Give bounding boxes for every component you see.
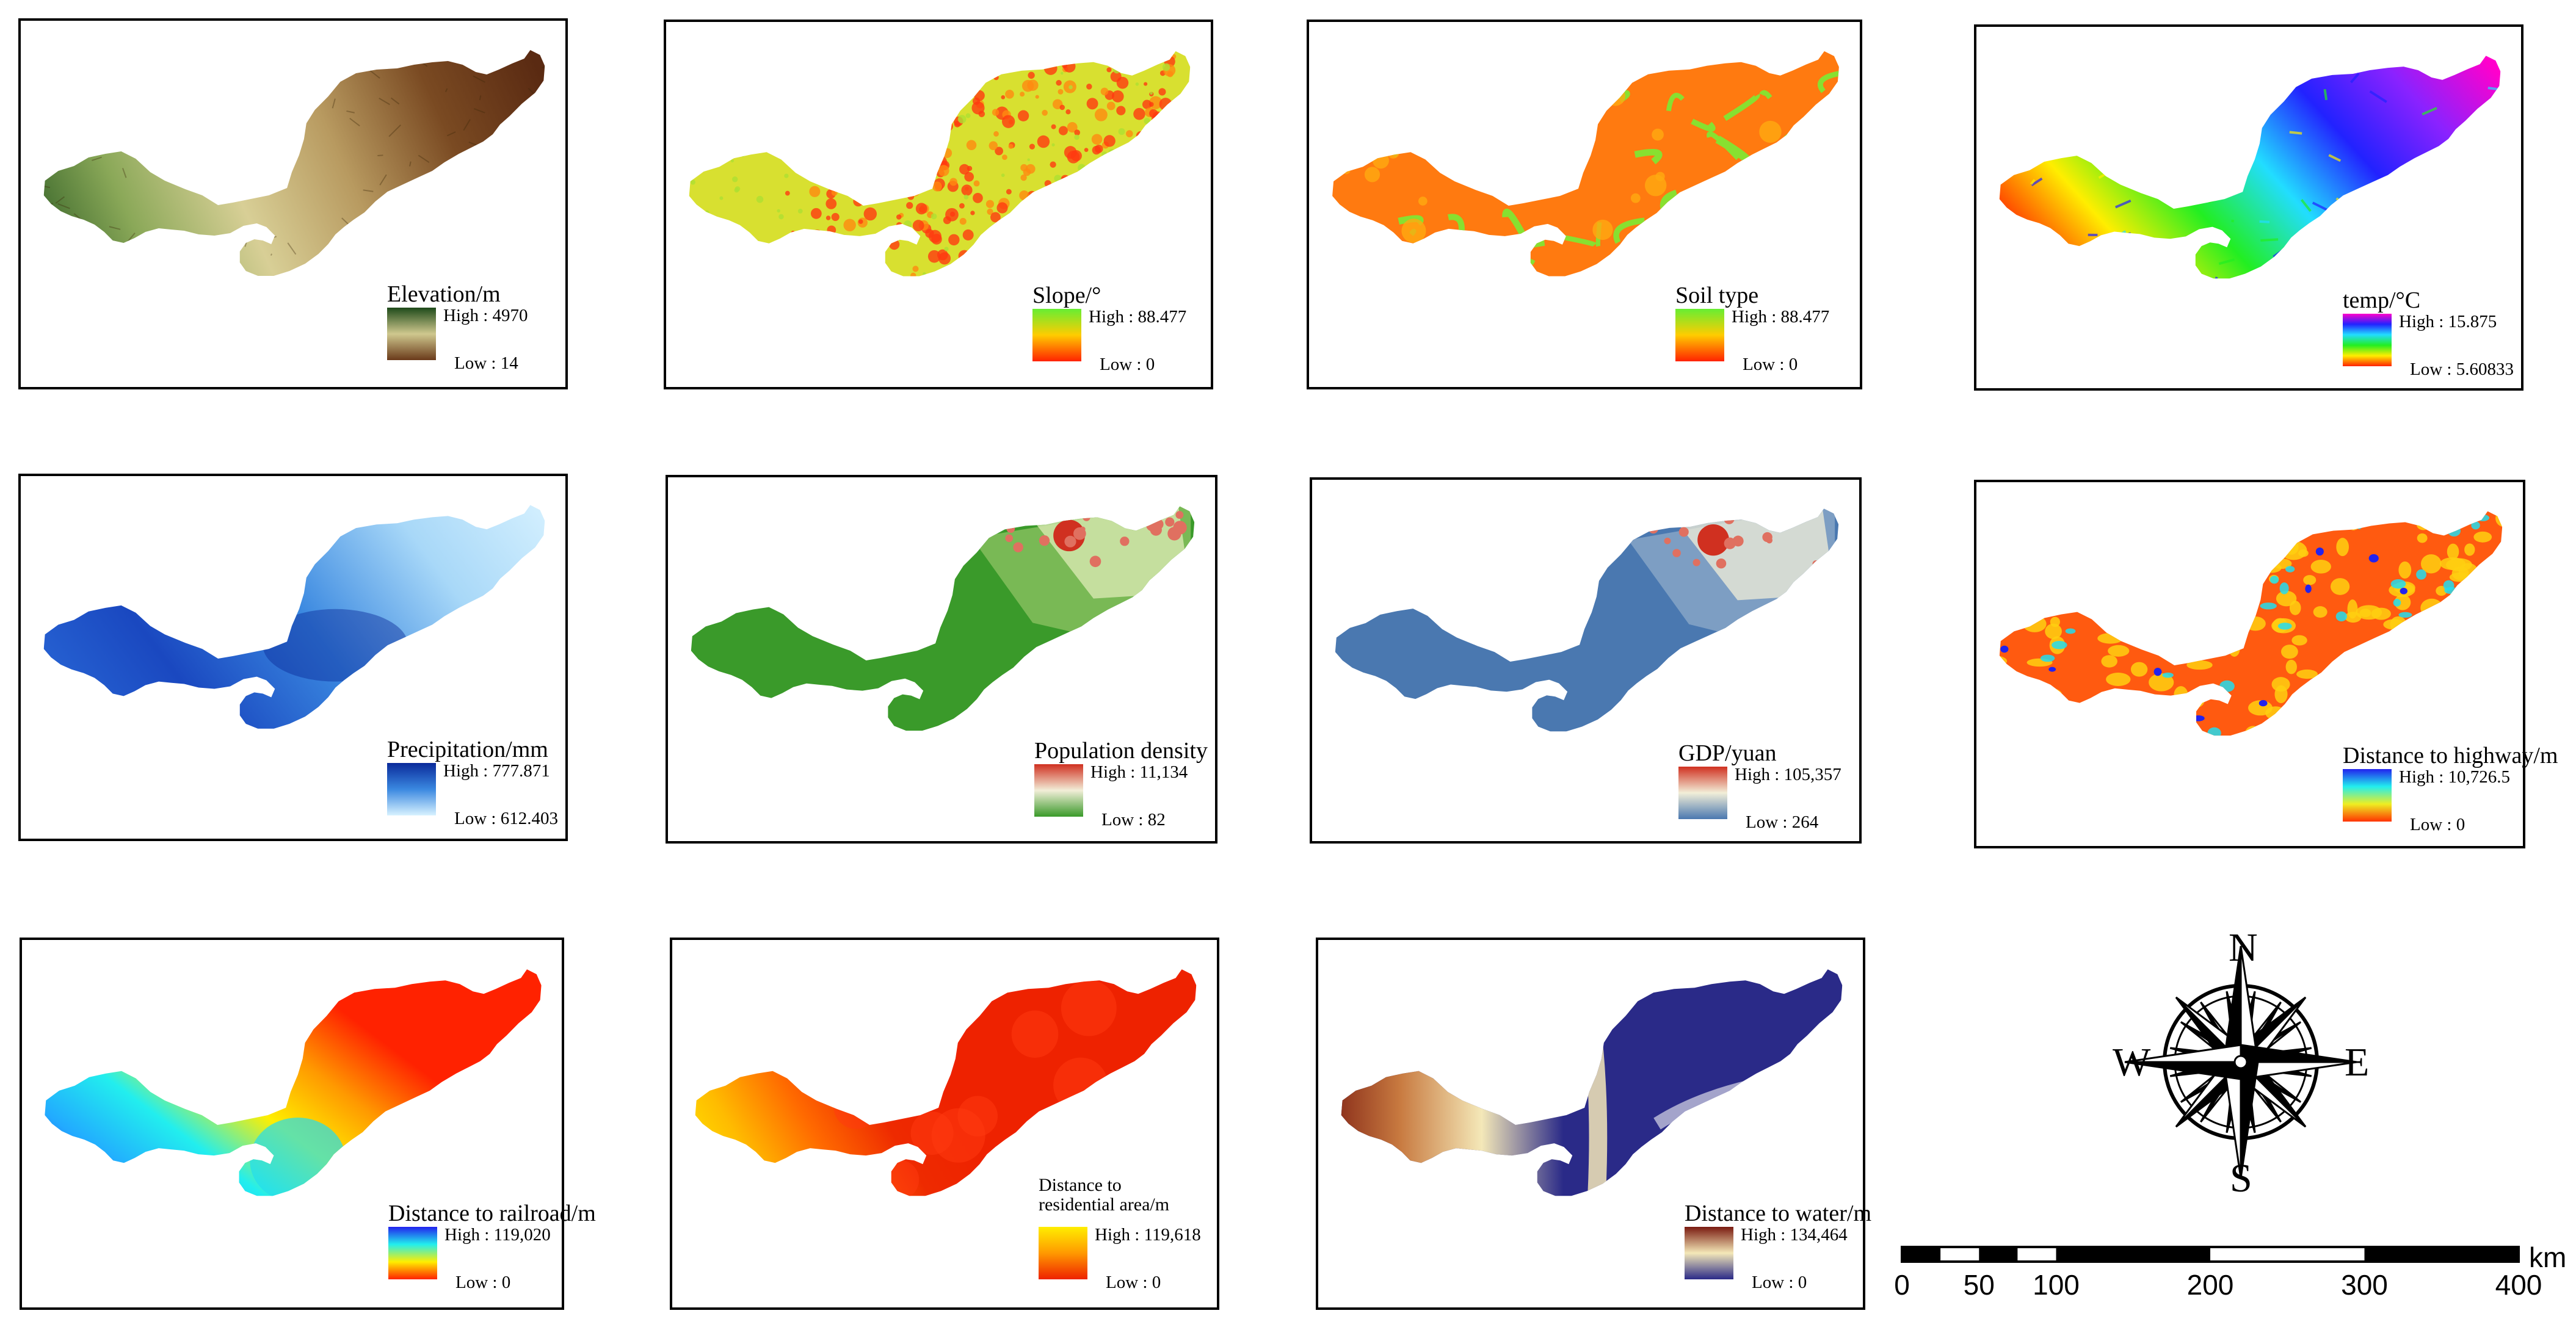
scale-bar: km 0 50 100 200 300 400	[1893, 1236, 2576, 1330]
map-highway	[1999, 511, 2503, 736]
compass-south-label: S	[2230, 1156, 2252, 1201]
scale-tick-label: 100	[2033, 1269, 2080, 1301]
legend-gdp: GDP/yuan High : 105,357 Low : 264	[1678, 724, 1862, 846]
scale-tick-label: 50	[1963, 1269, 1995, 1301]
legend-water: Distance to water/m High : 134,464 Low : 0	[1685, 1184, 1872, 1306]
map-residential	[695, 969, 1197, 1196]
legend-color-ramp	[1685, 1227, 1733, 1279]
compass-north-label: N	[2229, 925, 2258, 970]
legend-low-value: Low : 14	[454, 353, 518, 373]
legend-color-ramp	[387, 763, 436, 815]
scale-tick-label: 0	[1894, 1269, 1910, 1301]
legend-color-ramp	[1675, 309, 1724, 361]
legend-color-ramp	[387, 308, 436, 360]
legend-high-value: High : 119,618	[1095, 1225, 1201, 1245]
legend-high-value: High : 15.875	[2399, 312, 2497, 331]
legend-high-value: High : 777.871	[443, 761, 550, 781]
map-elevation	[43, 50, 545, 276]
legend-color-ramp	[1678, 767, 1727, 819]
panel-popdens: Population density High : 11,134 Low : 82	[666, 475, 1217, 844]
map-temp	[1999, 56, 2501, 279]
legend-high-value: High : 10,726.5	[2399, 767, 2511, 787]
compass-rose: N S E W	[2100, 916, 2381, 1201]
legend-title: temp/°C	[2343, 287, 2421, 313]
panel-railroad: Distance to railroad/m High : 119,020 Low …	[20, 938, 596, 1310]
legend-low-value: Low : 0	[1752, 1273, 1807, 1292]
legend-residential: Distance to residential area/m High : 119…	[1039, 1176, 1222, 1306]
panel-soil: Soil type High : 88.477 Low : 0	[1307, 20, 1862, 389]
compass-star-icon	[2124, 945, 2357, 1179]
legend-low-value: Low : 82	[1101, 810, 1166, 829]
legend-color-ramp	[388, 1227, 437, 1279]
panel-elevation: Elevation/m High : 4970 Low : 14	[18, 18, 568, 389]
legend-title: Distance to highway/m	[2343, 743, 2558, 768]
legend-low-value: Low : 0	[1100, 355, 1155, 374]
scale-bar-graphic	[1901, 1246, 2520, 1263]
legend-high-value: High : 119,020	[444, 1225, 551, 1245]
legend-title: Slope/°	[1032, 283, 1101, 308]
legend-low-value: Low : 5.60833	[2410, 360, 2514, 379]
legend-title: Distance to water/m	[1685, 1201, 1872, 1226]
legend-title: Distance to residential area/m	[1039, 1175, 1170, 1215]
legend-color-ramp	[2343, 769, 2392, 822]
panel-residential: Distance to residential area/m High : 119…	[670, 938, 1219, 1310]
legend-low-value: Low : 0	[1743, 355, 1798, 374]
legend-temp: temp/°C High : 15.875 Low : 5.60833	[2343, 271, 2526, 393]
legend-high-value: High : 4970	[443, 306, 528, 325]
legend-color-ramp	[1034, 764, 1083, 817]
legend-color-ramp	[2343, 314, 2392, 366]
panel-slope: Slope/° High : 88.477 Low : 0	[664, 20, 1213, 389]
compass-west-label: W	[2113, 1040, 2151, 1085]
legend-title: Distance to railroad/m	[388, 1201, 596, 1226]
map-slope	[689, 51, 1191, 276]
map-water	[1341, 969, 1843, 1196]
map-railroad	[45, 969, 542, 1196]
legend-precip: Precipitation/mm High : 777.871 Low : 612.…	[387, 720, 570, 842]
legend-elevation: Elevation/m High : 4970 Low : 14	[387, 265, 570, 387]
legend-low-value: Low : 0	[455, 1273, 511, 1292]
legend-slope: Slope/° High : 88.477 Low : 0	[1032, 266, 1216, 388]
scale-unit-label: km	[2529, 1241, 2567, 1273]
legend-highway: Distance to highway/m High : 10,726.5 Low …	[2343, 726, 2558, 848]
legend-high-value: High : 88.477	[1732, 307, 1830, 327]
legend-low-value: Low : 0	[1106, 1273, 1161, 1292]
legend-soil: Soil type High : 88.477 Low : 0	[1675, 266, 1859, 388]
map-popdens	[691, 506, 1195, 731]
panel-highway: Distance to highway/m High : 10,726.5 Low …	[1974, 480, 2558, 848]
legend-title: GDP/yuan	[1678, 740, 1777, 766]
map-soil	[1332, 51, 1839, 276]
map-gdp	[1335, 508, 1839, 732]
compass-east-label: E	[2345, 1040, 2370, 1085]
panel-precip: Precipitation/mm High : 777.871 Low : 612.…	[18, 474, 568, 841]
legend-low-value: Low : 0	[2410, 815, 2465, 834]
legend-popdens: Population density High : 11,134 Low : 82	[1034, 721, 1217, 844]
legend-high-value: High : 88.477	[1089, 307, 1187, 327]
legend-low-value: Low : 264	[1746, 812, 1819, 832]
legend-title: Elevation/m	[387, 281, 501, 307]
panel-gdp: GDP/yuan High : 105,357 Low : 264	[1310, 477, 1862, 844]
legend-high-value: High : 11,134	[1090, 762, 1188, 782]
legend-high-value: High : 105,357	[1735, 765, 1841, 784]
legend-color-ramp	[1039, 1227, 1087, 1279]
map-precip	[43, 505, 545, 729]
legend-color-ramp	[1032, 309, 1081, 361]
scale-tick-label: 300	[2341, 1269, 2388, 1301]
legend-title: Precipitation/mm	[387, 737, 548, 762]
legend-high-value: High : 134,464	[1741, 1225, 1848, 1245]
panel-temp: temp/°C High : 15.875 Low : 5.60833	[1974, 24, 2523, 391]
scale-tick-label: 200	[2186, 1269, 2234, 1301]
legend-title: Soil type	[1675, 283, 1759, 308]
legend-low-value: Low : 612.403	[454, 809, 558, 828]
legend-title: Population density	[1034, 738, 1208, 764]
scale-tick-label: 400	[2495, 1269, 2542, 1301]
legend-railroad: Distance to railroad/m High : 119,020 Low …	[388, 1184, 596, 1306]
panel-water: Distance to water/m High : 134,464 Low : 0	[1316, 938, 1872, 1310]
